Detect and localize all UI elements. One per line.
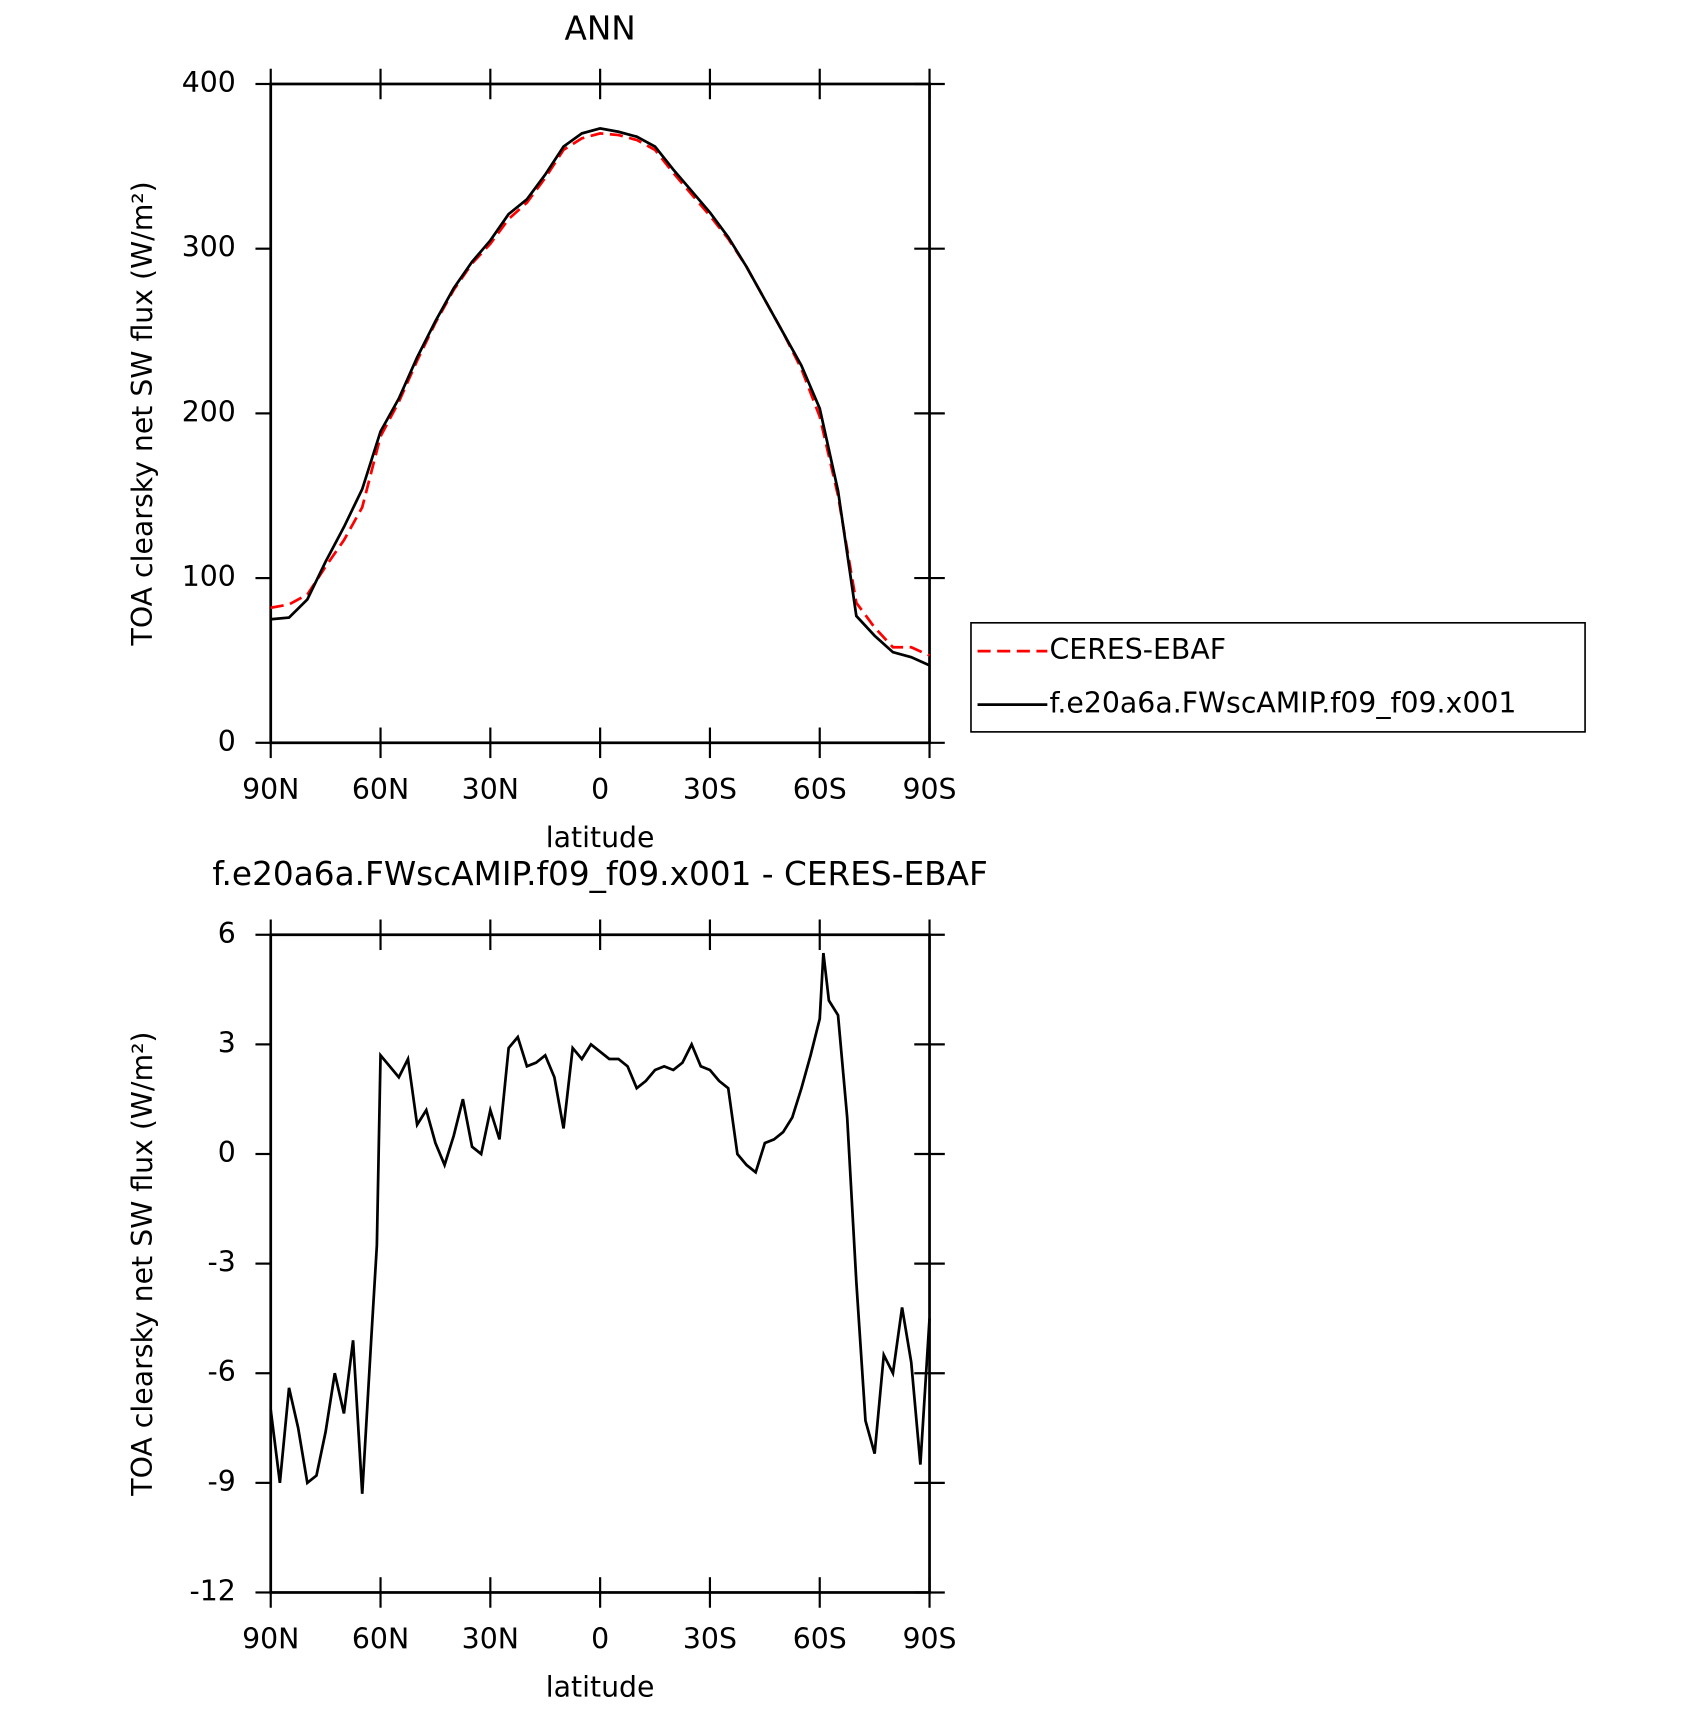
plot-frame bbox=[269, 82, 931, 745]
y-tick-label: -6 bbox=[208, 1355, 236, 1388]
y-axis-label: TOA clearsky net SW flux (W/m²) bbox=[126, 181, 159, 646]
data-line bbox=[269, 952, 931, 1494]
y-tick-label: -12 bbox=[190, 1574, 236, 1607]
x-tick-label: 90N bbox=[242, 773, 299, 806]
y-tick-label: 6 bbox=[218, 917, 236, 950]
x-tick-label: 60N bbox=[352, 773, 409, 806]
y-tick-label: 300 bbox=[182, 231, 236, 264]
legend-box bbox=[970, 621, 1586, 733]
y-tick-label: 0 bbox=[218, 1136, 236, 1169]
y-tick-label: 3 bbox=[218, 1026, 236, 1059]
y-tick-label: -9 bbox=[208, 1465, 236, 1498]
y-tick-label: -3 bbox=[208, 1246, 236, 1279]
x-tick-label: 90S bbox=[903, 1622, 957, 1655]
x-tick-label: 90S bbox=[903, 773, 957, 806]
data-line bbox=[270, 127, 931, 667]
x-tick-label: 60S bbox=[793, 773, 847, 806]
x-axis-label: latitude bbox=[546, 1670, 655, 1703]
x-tick-label: 0 bbox=[591, 773, 609, 806]
plot-frame bbox=[269, 933, 931, 1594]
x-tick-label: 60S bbox=[793, 1622, 847, 1655]
legend-label: CERES-EBAF bbox=[1050, 633, 1227, 666]
x-tick-label: 30N bbox=[462, 1622, 519, 1655]
legend-label: f.e20a6a.FWscAMIP.f09_f09.x001 bbox=[1050, 687, 1517, 720]
chart-title: f.e20a6a.FWscAMIP.f09_f09.x001 - CERES-E… bbox=[212, 855, 987, 893]
x-tick-label: 60N bbox=[352, 1622, 409, 1655]
legend: CERES-EBAF f.e20a6a.FWscAMIP.f09_f09.x001 bbox=[970, 621, 1586, 733]
x-axis-label: latitude bbox=[546, 821, 655, 854]
x-tick-label: 30S bbox=[683, 1622, 737, 1655]
x-tick-label: 90N bbox=[242, 1622, 299, 1655]
y-tick-label: 100 bbox=[182, 560, 236, 593]
y-tick-label: 0 bbox=[218, 725, 236, 758]
data-line bbox=[270, 132, 931, 657]
x-tick-label: 0 bbox=[591, 1622, 609, 1655]
x-tick-label: 30N bbox=[462, 773, 519, 806]
y-tick-label: 200 bbox=[182, 395, 236, 428]
y-tick-label: 400 bbox=[182, 66, 236, 99]
chart-title: ANN bbox=[564, 10, 635, 48]
x-tick-label: 30S bbox=[683, 773, 737, 806]
y-axis-label: TOA clearsky net SW flux (W/m²) bbox=[126, 1032, 159, 1497]
